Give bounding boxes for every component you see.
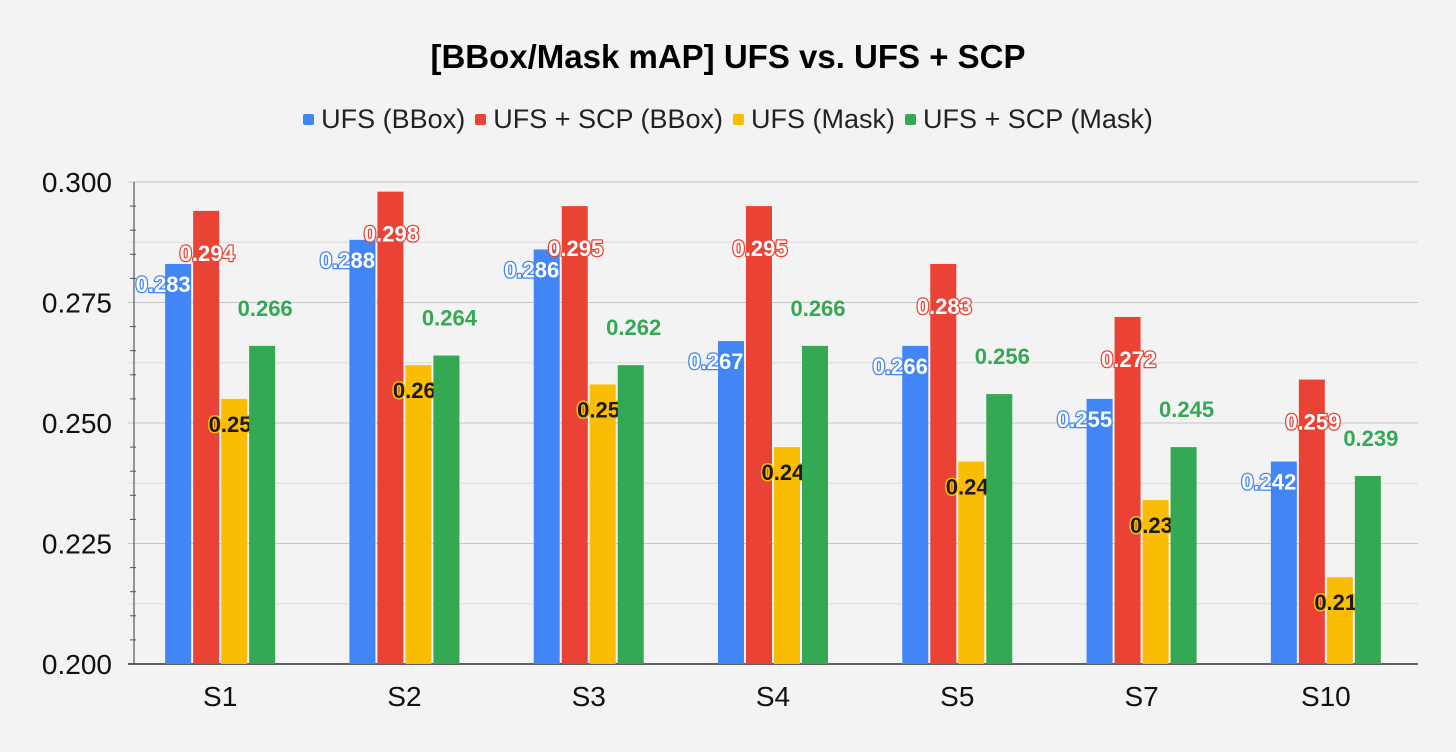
bar xyxy=(533,249,560,665)
legend-item-ufs-scp-bbox[interactable]: UFS + SCP (BBox) xyxy=(475,104,723,135)
bar xyxy=(902,345,929,664)
chart-title: [BBox/Mask mAP] UFS vs. UFS + SCP xyxy=(430,38,1026,75)
bar xyxy=(930,263,957,664)
data-label: 0.256 xyxy=(975,344,1030,369)
legend-label: UFS (Mask) xyxy=(751,104,896,134)
legend: UFS (BBox) UFS + SCP (BBox) UFS (Mask) U… xyxy=(0,104,1456,135)
x-tick-label: S2 xyxy=(387,681,421,712)
bar xyxy=(561,206,588,664)
data-label: 0.266 xyxy=(238,296,293,321)
data-label: 0.255 xyxy=(1057,407,1112,432)
legend-item-ufs-mask[interactable]: UFS (Mask) xyxy=(733,104,895,135)
x-tick-label: S5 xyxy=(940,681,974,712)
bar xyxy=(1142,500,1169,664)
legend-swatch xyxy=(733,114,745,125)
bar xyxy=(349,239,376,664)
bar xyxy=(221,398,248,664)
legend-label: UFS (BBox) xyxy=(321,104,466,134)
data-label: 0.288 xyxy=(320,248,375,273)
data-label: 0.295 xyxy=(732,236,787,261)
bar xyxy=(1170,447,1197,664)
data-label: 0.283 xyxy=(917,294,972,319)
legend-label: UFS + SCP (BBox) xyxy=(493,104,724,134)
bar xyxy=(165,263,192,664)
bar xyxy=(1354,476,1381,664)
legend-swatch xyxy=(475,114,487,125)
data-label: 0.259 xyxy=(1285,410,1340,435)
data-label: 0.239 xyxy=(1343,426,1398,451)
bar xyxy=(617,365,644,664)
bar xyxy=(802,345,828,664)
bar xyxy=(1270,461,1297,664)
legend-item-ufs-bbox[interactable]: UFS (BBox) xyxy=(303,104,465,135)
data-label: 0.264 xyxy=(422,306,478,331)
data-label: 0.294 xyxy=(180,241,236,266)
data-label: 0.272 xyxy=(1101,347,1156,372)
y-tick-label: 0.200 xyxy=(42,649,112,680)
y-tick-label: 0.300 xyxy=(42,167,112,198)
bar xyxy=(774,447,800,664)
bar xyxy=(193,210,220,665)
bar xyxy=(405,365,432,664)
data-label: 0.283 xyxy=(136,272,191,297)
y-tick-label: 0.275 xyxy=(42,288,112,319)
bar xyxy=(1298,379,1325,664)
data-label: 0.295 xyxy=(548,236,603,261)
data-label: 0.245 xyxy=(1159,397,1214,422)
x-tick-label: S3 xyxy=(572,681,606,712)
y-tick-label: 0.250 xyxy=(42,408,112,439)
data-label: 0.266 xyxy=(873,354,928,379)
data-label: 0.242 xyxy=(1241,470,1296,495)
legend-item-ufs-scp-mask[interactable]: UFS + SCP (Mask) xyxy=(905,104,1153,135)
data-label: 0.262 xyxy=(606,315,661,340)
bar xyxy=(433,355,460,664)
legend-label: UFS + SCP (Mask) xyxy=(923,104,1153,134)
data-label: 0.267 xyxy=(688,349,743,374)
x-tick-label: S4 xyxy=(756,681,790,712)
bar xyxy=(986,394,1013,664)
bar xyxy=(377,191,404,664)
y-tick-label: 0.225 xyxy=(42,529,112,560)
x-tick-label: S7 xyxy=(1124,681,1158,712)
bar xyxy=(1326,577,1353,664)
x-tick-label: S10 xyxy=(1301,681,1351,712)
bar xyxy=(746,206,772,664)
legend-swatch xyxy=(905,114,917,125)
bar xyxy=(249,345,276,664)
data-label: 0.266 xyxy=(790,296,845,321)
data-label: 0.286 xyxy=(504,257,559,282)
data-label: 0.298 xyxy=(364,222,419,247)
bar xyxy=(1114,316,1141,664)
bar xyxy=(589,384,616,664)
legend-swatch xyxy=(303,114,315,125)
bar xyxy=(958,461,985,664)
bar xyxy=(718,341,744,664)
bar xyxy=(1086,398,1113,664)
x-tick-label: S1 xyxy=(203,681,237,712)
